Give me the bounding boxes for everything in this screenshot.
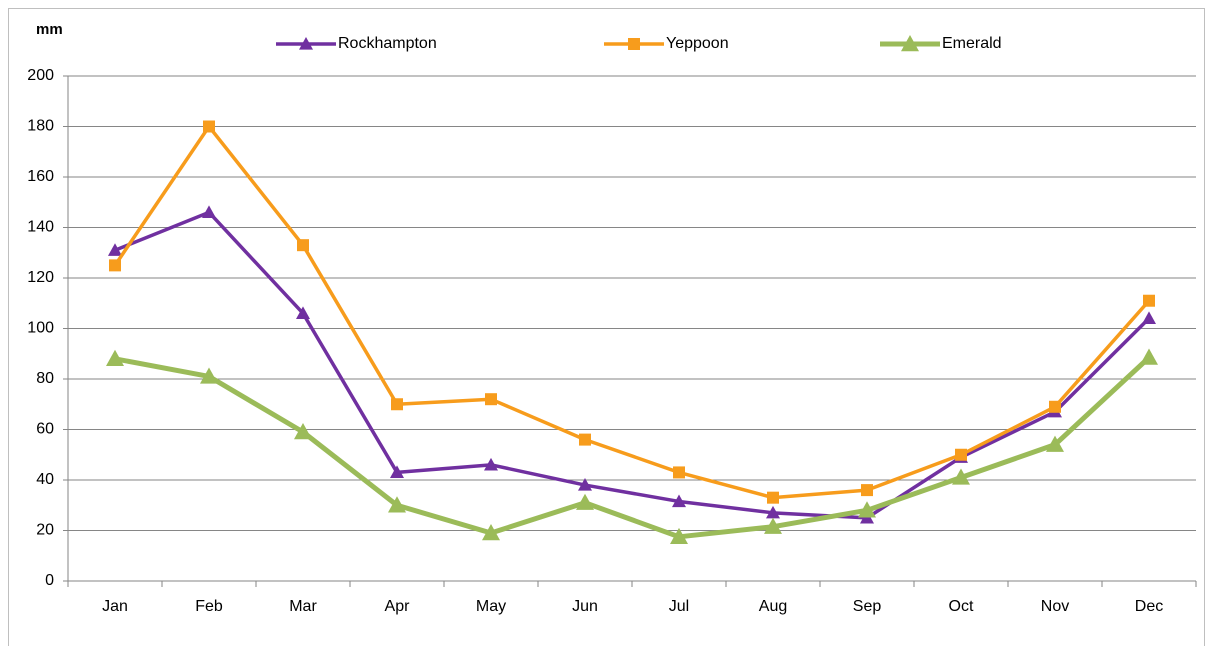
y-tick-label: 180 [27, 118, 54, 135]
x-tick-label: Dec [1135, 598, 1163, 615]
marker [670, 527, 688, 545]
x-tick-label: Sep [853, 598, 882, 615]
marker [390, 465, 404, 479]
marker [299, 37, 313, 50]
y-tick-label: 140 [27, 219, 54, 236]
marker [482, 524, 500, 541]
x-tick-label: Oct [949, 598, 974, 615]
marker [391, 398, 403, 411]
y-tick-label: 60 [36, 421, 54, 438]
chart-frame [8, 8, 1205, 646]
y-tick-label: 100 [27, 320, 54, 337]
marker [1046, 435, 1064, 452]
marker [578, 478, 592, 491]
y-tick-label: 20 [36, 522, 54, 539]
y-tick-label: 40 [36, 471, 54, 488]
marker [858, 501, 876, 518]
marker [628, 38, 640, 50]
marker [901, 35, 919, 52]
x-tick-label: Aug [759, 598, 787, 615]
marker [955, 448, 967, 461]
legend-label: Yeppoon [666, 35, 729, 52]
y-tick-label: 0 [45, 572, 54, 589]
marker [388, 496, 406, 513]
marker [106, 349, 124, 366]
marker [952, 468, 970, 485]
x-tick-label: May [476, 598, 506, 615]
marker [294, 423, 312, 440]
marker [766, 505, 780, 519]
marker [203, 120, 215, 133]
x-tick-label: Nov [1041, 598, 1069, 615]
x-tick-label: Mar [289, 598, 317, 615]
marker [108, 243, 122, 256]
y-tick-label: 120 [27, 269, 54, 286]
marker [484, 457, 498, 471]
marker [861, 484, 873, 497]
x-tick-label: Jul [669, 598, 689, 615]
marker [764, 517, 782, 534]
y-axis-label: mm [36, 21, 63, 38]
marker [202, 205, 216, 218]
series-line [114, 210, 1151, 520]
x-tick-label: Jan [102, 598, 128, 615]
x-tick-label: Feb [195, 598, 223, 615]
marker [579, 433, 591, 446]
marker [1143, 294, 1155, 307]
y-tick-label: 200 [27, 67, 54, 84]
marker [485, 393, 497, 406]
x-tick-label: Apr [385, 598, 411, 615]
series-line [113, 124, 1151, 500]
legend-label: Emerald [942, 35, 1002, 52]
y-tick-label: 160 [27, 168, 54, 185]
y-tick-label: 80 [36, 370, 54, 387]
marker [109, 259, 121, 272]
marker [672, 494, 686, 508]
marker [297, 239, 309, 252]
marker [1140, 348, 1158, 365]
marker [1049, 400, 1061, 413]
marker [200, 367, 218, 384]
marker [1142, 311, 1156, 324]
marker [767, 491, 779, 504]
marker [296, 306, 310, 319]
series-line [114, 355, 1151, 540]
marker [576, 493, 594, 510]
legend-label: Rockhampton [338, 35, 437, 52]
marker [673, 466, 685, 479]
x-tick-label: Jun [572, 598, 598, 615]
